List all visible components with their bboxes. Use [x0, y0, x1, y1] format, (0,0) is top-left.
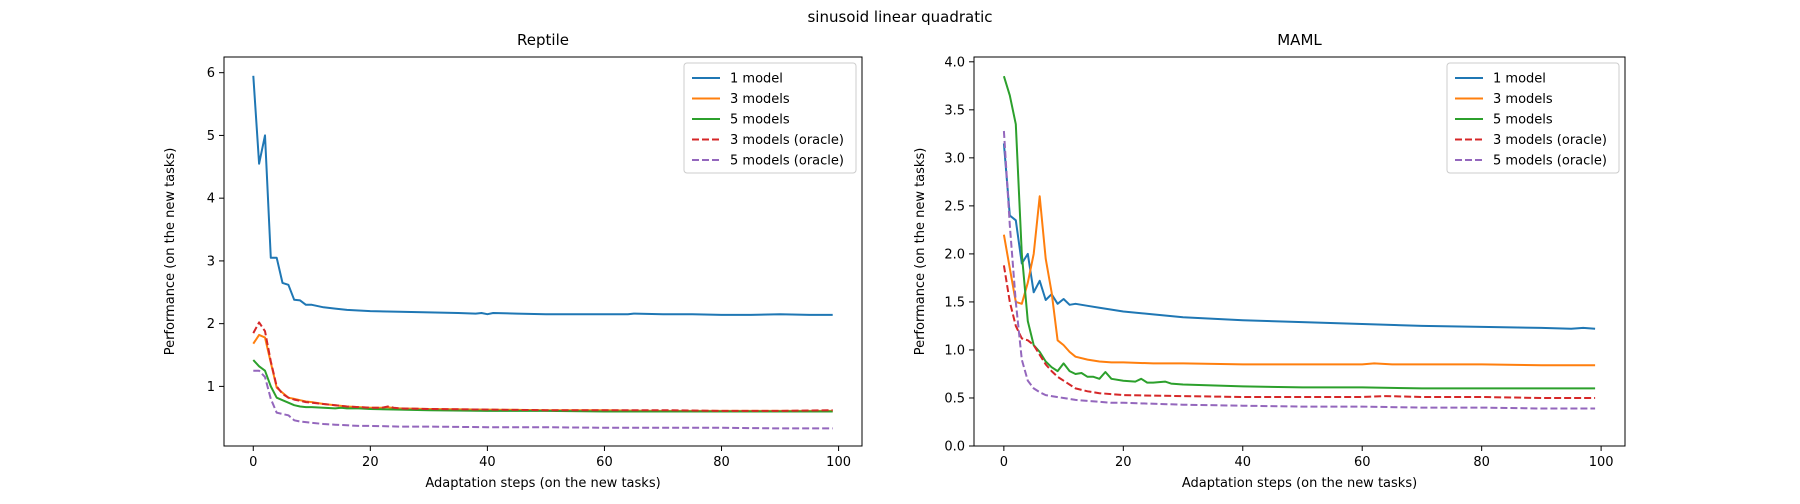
maml-legend: 1 model 3 models 5 models 3 models (oracle)…	[1446, 62, 1620, 174]
reptile-x-tick-label-2: 40	[479, 455, 496, 470]
maml-legend-label-4: 5 models (oracle)	[1493, 154, 1607, 169]
reptile-x-tick-label-1: 20	[362, 455, 379, 470]
maml-y-tick-label-0: 0.0	[944, 440, 965, 455]
maml-y-tick-label-4: 2.0	[944, 247, 965, 262]
reptile-x-tick-label-3: 60	[596, 455, 613, 470]
reptile-title: Reptile	[517, 31, 569, 49]
reptile-x-tick-label-4: 80	[713, 455, 730, 470]
maml-x-tick-label-2: 40	[1234, 455, 1251, 470]
maml-x-tick-label-5: 100	[1589, 455, 1614, 470]
maml-panel: MAML 0 20 40 60 80 100 0.0 0.5 1.0 1.5 2.0 2.5 3.0 3.5…	[913, 31, 1626, 491]
reptile-y-axis-label: Performance (on the new tasks)	[163, 148, 178, 356]
reptile-series-line-1	[252, 333, 833, 412]
maml-title: MAML	[1277, 31, 1322, 49]
maml-x-tick-label-3: 60	[1354, 455, 1371, 470]
maml-y-tick-label-2: 1.0	[944, 343, 965, 358]
maml-y-tick-label-3: 1.5	[944, 295, 965, 310]
reptile-series-line-2	[252, 359, 833, 413]
maml-x-axis-label: Adaptation steps (on the new tasks)	[1182, 476, 1417, 491]
reptile-panel: Reptile 0 20 40 60 80 100 1 2 3 4 5 6 Adaptation step…	[163, 31, 863, 491]
maml-series-line-1	[1002, 195, 1596, 367]
reptile-series-line-4	[253, 369, 833, 430]
reptile-legend-label-1: 3 models	[730, 92, 790, 107]
maml-y-tick-label-1: 0.5	[944, 391, 965, 406]
reptile-axes-frame	[223, 56, 863, 447]
maml-y-tick-label-6: 3.0	[944, 151, 965, 166]
maml-series-group	[1002, 75, 1596, 410]
reptile-x-tick-label-5: 100	[826, 455, 851, 470]
reptile-x-tick-label-0: 0	[249, 455, 257, 470]
reptile-y-tick-label-5: 6	[207, 66, 215, 81]
maml-x-tick-label-4: 80	[1473, 455, 1490, 470]
reptile-y-tick-label-1: 2	[207, 317, 215, 332]
maml-y-tick-label-8: 4.0	[944, 55, 965, 70]
reptile-y-tick-label-4: 5	[207, 129, 215, 144]
maml-y-axis-label: Performance (on the new tasks)	[913, 148, 928, 356]
reptile-legend: 1 model 3 models 5 models 3 models (oracle)…	[683, 62, 857, 174]
maml-x-tick-label-0: 0	[1000, 455, 1008, 470]
reptile-y-tick-label-3: 4	[207, 192, 215, 207]
reptile-series-group	[252, 75, 833, 430]
figure-suptitle: sinusoid linear quadratic	[807, 8, 992, 26]
maml-axes-frame	[973, 56, 1626, 447]
maml-legend-label-2: 5 models	[1493, 113, 1553, 128]
maml-x-tick-label-1: 20	[1115, 455, 1132, 470]
reptile-series-line-0	[252, 75, 833, 316]
maml-series-line-4	[1002, 130, 1596, 410]
reptile-y-tick-label-0: 1	[207, 380, 215, 395]
maml-legend-label-1: 3 models	[1493, 92, 1553, 107]
maml-y-tick-label-7: 3.5	[944, 103, 965, 118]
reptile-series-line-3	[252, 321, 833, 412]
reptile-legend-label-4: 5 models (oracle)	[730, 154, 844, 169]
reptile-legend-box	[683, 62, 857, 174]
maml-legend-label-3: 3 models (oracle)	[1493, 133, 1607, 148]
reptile-legend-label-0: 1 model	[730, 72, 783, 87]
reptile-legend-label-3: 3 models (oracle)	[730, 133, 844, 148]
reptile-legend-label-2: 5 models	[730, 113, 790, 128]
maml-legend-label-0: 1 model	[1493, 72, 1546, 87]
maml-y-tick-label-5: 2.5	[944, 199, 965, 214]
reptile-x-axis-label: Adaptation steps (on the new tasks)	[425, 476, 660, 491]
maml-series-line-3	[1002, 265, 1596, 399]
reptile-y-tick-label-2: 3	[207, 254, 215, 269]
maml-legend-box	[1446, 62, 1620, 174]
